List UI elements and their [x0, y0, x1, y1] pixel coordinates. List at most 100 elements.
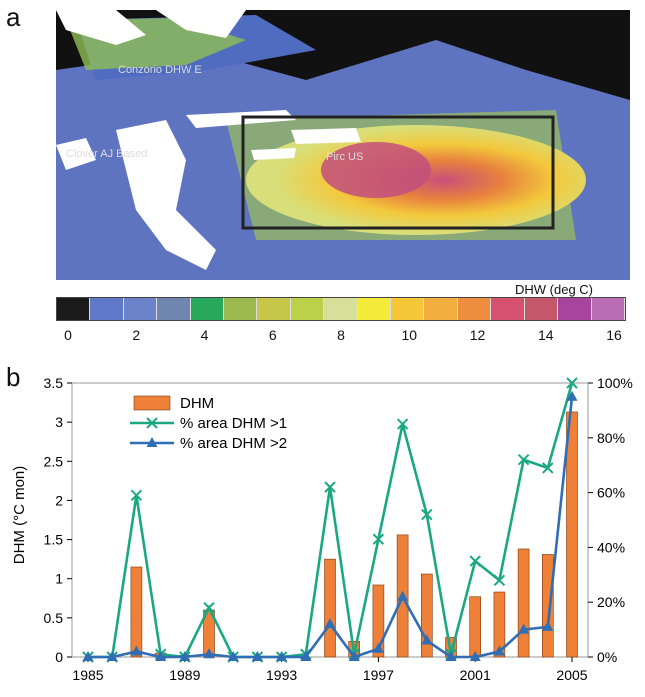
marker-triangle [372, 642, 384, 653]
panel-letter-b: b [6, 362, 21, 392]
colorbar-segment [424, 298, 458, 320]
marker-triangle [324, 618, 336, 629]
legend-swatch-dhm [133, 395, 171, 411]
colorbar-tick-label: 12 [469, 327, 486, 343]
map-label-2: Clover AJ Based [66, 148, 147, 160]
y-right-tick-label: 20% [597, 594, 625, 610]
y-left-tick-label: 1.5 [44, 532, 64, 548]
study-region-box [241, 115, 555, 230]
land-cuba [186, 110, 296, 128]
colorbar-segment [491, 298, 525, 320]
marker-x [203, 601, 215, 614]
legend-marker-triangle [146, 437, 158, 447]
dhm-bar [517, 548, 530, 658]
map-label-3: Pirc US [326, 151, 363, 163]
legend-marker-x [146, 417, 158, 429]
y-left-tick-label: 0.5 [44, 610, 64, 626]
marker-x [542, 462, 554, 474]
colorbar-segment [157, 298, 191, 320]
marker-triangle [203, 648, 215, 659]
y-left-tick-label: 1 [55, 571, 63, 587]
marker-x [396, 418, 409, 430]
marker-triangle [179, 651, 191, 661]
marker-x [421, 508, 433, 521]
x-tick-label: 2005 [556, 667, 587, 683]
colorbar-label: DHW (deg C) [515, 282, 594, 297]
colorbar-tick-label: 0 [64, 327, 72, 343]
colorbar-segment [558, 298, 592, 320]
map-label-1: Conzorio DHW E [118, 64, 202, 76]
land-north [56, 10, 146, 45]
land-yucatan [56, 138, 96, 170]
colorbar-segment [224, 298, 258, 320]
dhm-bar [420, 573, 433, 658]
marker-triangle [397, 590, 409, 601]
land-hispaniola [291, 128, 361, 144]
dhm-bar [469, 596, 482, 658]
x-tick-label: 1985 [72, 667, 103, 683]
marker-triangle [518, 623, 530, 634]
marker-triangle [566, 390, 578, 401]
legend-label: DHM [180, 395, 214, 412]
chart-axes: 0 0.5 1 1.5 2 2.5 3 3.5 0% 20% 40% 60% 80% 100% 1985 19… [44, 375, 633, 683]
colorbar-tick-label: 4 [200, 327, 209, 343]
marker-x [130, 489, 143, 502]
hot-core [321, 142, 431, 198]
marker-x [493, 574, 506, 586]
marker-triangle [493, 645, 505, 656]
land-central-america [116, 120, 216, 270]
marker-x [566, 377, 578, 389]
y-left-tick-label: 0 [55, 649, 63, 665]
marker-x [517, 454, 530, 466]
marker-triangle [300, 651, 312, 661]
colorbar-segment [457, 298, 492, 320]
colorbar-segment [524, 298, 559, 320]
land-florida [156, 10, 246, 38]
marker-triangle [542, 620, 554, 631]
dhm-bar [493, 591, 506, 658]
colorbar-segment [123, 298, 158, 320]
colorbar [56, 297, 626, 321]
x-tick-label: 1989 [169, 667, 200, 683]
dhw-map: Conzorio DHW E Clover AJ Based Pirc US [56, 10, 630, 280]
colorbar-segment [57, 298, 91, 320]
colorbar-ticks: 0 2 4 6 8 10 12 14 16 [56, 327, 626, 347]
marker-triangle [106, 651, 118, 661]
land-jamaica [251, 148, 296, 160]
marker-x [469, 555, 481, 567]
colorbar-tick-label: 16 [606, 327, 622, 343]
colorbar-segment [90, 298, 124, 320]
colorbar-tick-label: 10 [401, 327, 418, 343]
colorbar-segment [324, 298, 358, 320]
x-tick-label: 1997 [363, 667, 394, 683]
legend: DHM % area DHM >1 % area DHM >2 [130, 395, 287, 452]
colorbar-segment [591, 298, 625, 320]
y-left-tick-label: 3 [55, 414, 63, 430]
marker-triangle [251, 651, 263, 661]
marker-x [324, 481, 336, 493]
marker-triangle [82, 651, 94, 661]
x-tick-label: 2001 [460, 667, 491, 683]
dhm-bar [372, 584, 385, 658]
panel-letter-a: a [6, 2, 21, 32]
dhm-bar [541, 554, 554, 658]
colorbar-segment [190, 298, 225, 320]
colorbar-tick-label: 8 [337, 327, 345, 343]
marker-triangle [276, 651, 288, 661]
y-axis-label: DHM (°C mon) [11, 466, 28, 565]
y-left-tick-label: 2 [55, 492, 63, 508]
marker-triangle [348, 651, 360, 661]
colorbar-segment [257, 298, 291, 320]
marker-triangle [469, 651, 481, 661]
colorbar-segment [290, 298, 325, 320]
marker-triangle [445, 651, 457, 661]
marker-triangle [130, 645, 142, 656]
colorbar-tick-label: 2 [132, 327, 141, 343]
y-right-tick-label: 80% [597, 430, 625, 446]
colorbar-segment [391, 298, 425, 320]
y-right-tick-label: 60% [597, 485, 625, 501]
marker-triangle [421, 634, 433, 645]
x-tick-label: 1993 [266, 667, 297, 683]
dhw-map-svg: Conzorio DHW E Clover AJ Based Pirc US [56, 10, 630, 280]
line-series [82, 377, 578, 663]
